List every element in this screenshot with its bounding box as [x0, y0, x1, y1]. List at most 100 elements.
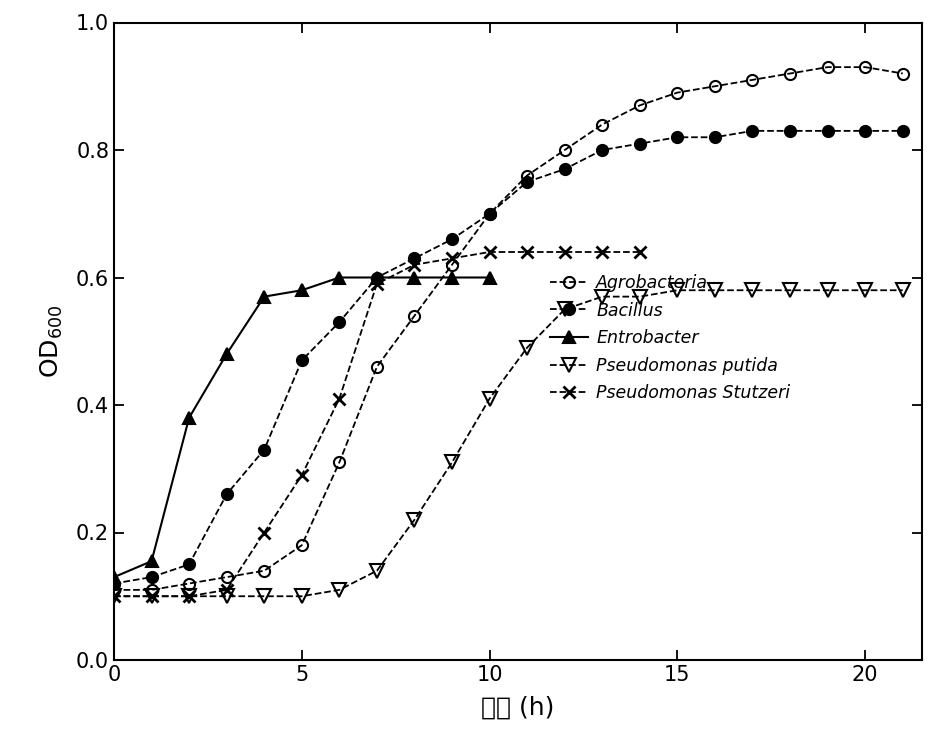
Entrobacter — [221, 350, 233, 358]
Entrobacter — [408, 273, 420, 282]
Pseudomonas putida — [108, 592, 120, 601]
Pseudomonas Stutzeri — [258, 528, 270, 537]
Agrobacteria — [672, 88, 683, 98]
Bacillus — [559, 165, 570, 174]
Agrobacteria — [108, 585, 120, 594]
Pseudomonas Stutzeri — [183, 592, 195, 601]
Agrobacteria — [522, 171, 533, 180]
Agrobacteria — [333, 458, 345, 466]
Agrobacteria — [371, 362, 383, 371]
Bacillus — [408, 254, 420, 263]
Entrobacter — [258, 292, 270, 302]
Agrobacteria — [559, 146, 570, 154]
Pseudomonas putida — [221, 592, 233, 601]
X-axis label: 时间 (h): 时间 (h) — [481, 696, 555, 720]
Agrobacteria — [146, 585, 158, 594]
Pseudomonas putida — [371, 566, 383, 575]
Pseudomonas Stutzeri — [634, 248, 645, 256]
Bacillus — [897, 126, 908, 135]
Pseudomonas putida — [634, 292, 645, 302]
Bacillus — [822, 126, 833, 135]
Agrobacteria — [597, 120, 608, 129]
Agrobacteria — [258, 566, 270, 575]
Bacillus — [446, 235, 458, 244]
Pseudomonas putida — [296, 592, 308, 601]
Pseudomonas putida — [897, 286, 908, 295]
Bacillus — [484, 209, 495, 218]
Pseudomonas putida — [597, 292, 608, 302]
Pseudomonas putida — [822, 286, 833, 295]
Y-axis label: OD$_{\mathregular{600}}$: OD$_{\mathregular{600}}$ — [39, 304, 65, 378]
Bacillus — [221, 490, 233, 499]
Pseudomonas putida — [408, 515, 420, 524]
Pseudomonas Stutzeri — [446, 254, 458, 263]
Agrobacteria — [446, 260, 458, 269]
Pseudomonas Stutzeri — [296, 471, 308, 480]
Line: Bacillus: Bacillus — [108, 125, 908, 589]
Pseudomonas putida — [559, 304, 570, 313]
Bacillus — [597, 146, 608, 154]
Pseudomonas Stutzeri — [108, 592, 120, 601]
Agrobacteria — [822, 63, 833, 72]
Entrobacter — [296, 286, 308, 295]
Pseudomonas putida — [446, 458, 458, 466]
Entrobacter — [446, 273, 458, 282]
Bacillus — [672, 133, 683, 142]
Pseudomonas Stutzeri — [597, 248, 608, 256]
Pseudomonas putida — [522, 344, 533, 352]
Pseudomonas putida — [258, 592, 270, 601]
Entrobacter — [371, 273, 383, 282]
Pseudomonas putida — [785, 286, 796, 295]
Line: Pseudomonas Stutzeri: Pseudomonas Stutzeri — [107, 246, 646, 602]
Pseudomonas Stutzeri — [333, 394, 345, 404]
Pseudomonas putida — [860, 286, 871, 295]
Agrobacteria — [408, 311, 420, 320]
Agrobacteria — [296, 541, 308, 550]
Pseudomonas putida — [146, 592, 158, 601]
Line: Pseudomonas putida: Pseudomonas putida — [107, 284, 910, 603]
Entrobacter — [108, 573, 120, 582]
Agrobacteria — [634, 101, 645, 110]
Bacillus — [333, 318, 345, 327]
Bacillus — [522, 178, 533, 187]
Agrobacteria — [484, 209, 495, 218]
Pseudomonas Stutzeri — [146, 592, 158, 601]
Agrobacteria — [747, 76, 758, 85]
Legend: Agrobacteria, Bacillus, Entrobacter, Pseudomonas putida, Pseudomonas Stutzeri: Agrobacteria, Bacillus, Entrobacter, Pse… — [542, 267, 797, 410]
Bacillus — [296, 356, 308, 365]
Entrobacter — [333, 273, 345, 282]
Bacillus — [371, 273, 383, 282]
Bacillus — [108, 579, 120, 588]
Agrobacteria — [785, 69, 796, 78]
Pseudomonas Stutzeri — [522, 248, 533, 256]
Agrobacteria — [710, 82, 721, 91]
Pseudomonas putida — [333, 585, 345, 594]
Entrobacter — [146, 556, 158, 566]
Pseudomonas putida — [747, 286, 758, 295]
Entrobacter — [183, 413, 195, 422]
Agrobacteria — [221, 573, 233, 582]
Entrobacter — [484, 273, 495, 282]
Bacillus — [710, 133, 721, 142]
Pseudomonas Stutzeri — [221, 585, 233, 594]
Agrobacteria — [860, 63, 871, 72]
Pseudomonas Stutzeri — [559, 248, 570, 256]
Agrobacteria — [183, 579, 195, 588]
Line: Agrobacteria: Agrobacteria — [108, 62, 908, 596]
Pseudomonas Stutzeri — [371, 280, 383, 289]
Bacillus — [258, 446, 270, 454]
Line: Entrobacter: Entrobacter — [107, 272, 496, 584]
Bacillus — [146, 573, 158, 582]
Bacillus — [860, 126, 871, 135]
Pseudomonas putida — [710, 286, 721, 295]
Pseudomonas putida — [484, 394, 495, 404]
Bacillus — [183, 560, 195, 568]
Bacillus — [785, 126, 796, 135]
Bacillus — [747, 126, 758, 135]
Pseudomonas Stutzeri — [484, 248, 495, 256]
Pseudomonas Stutzeri — [408, 260, 420, 269]
Agrobacteria — [897, 69, 908, 78]
Pseudomonas putida — [183, 592, 195, 601]
Pseudomonas putida — [672, 286, 683, 295]
Bacillus — [634, 140, 645, 148]
